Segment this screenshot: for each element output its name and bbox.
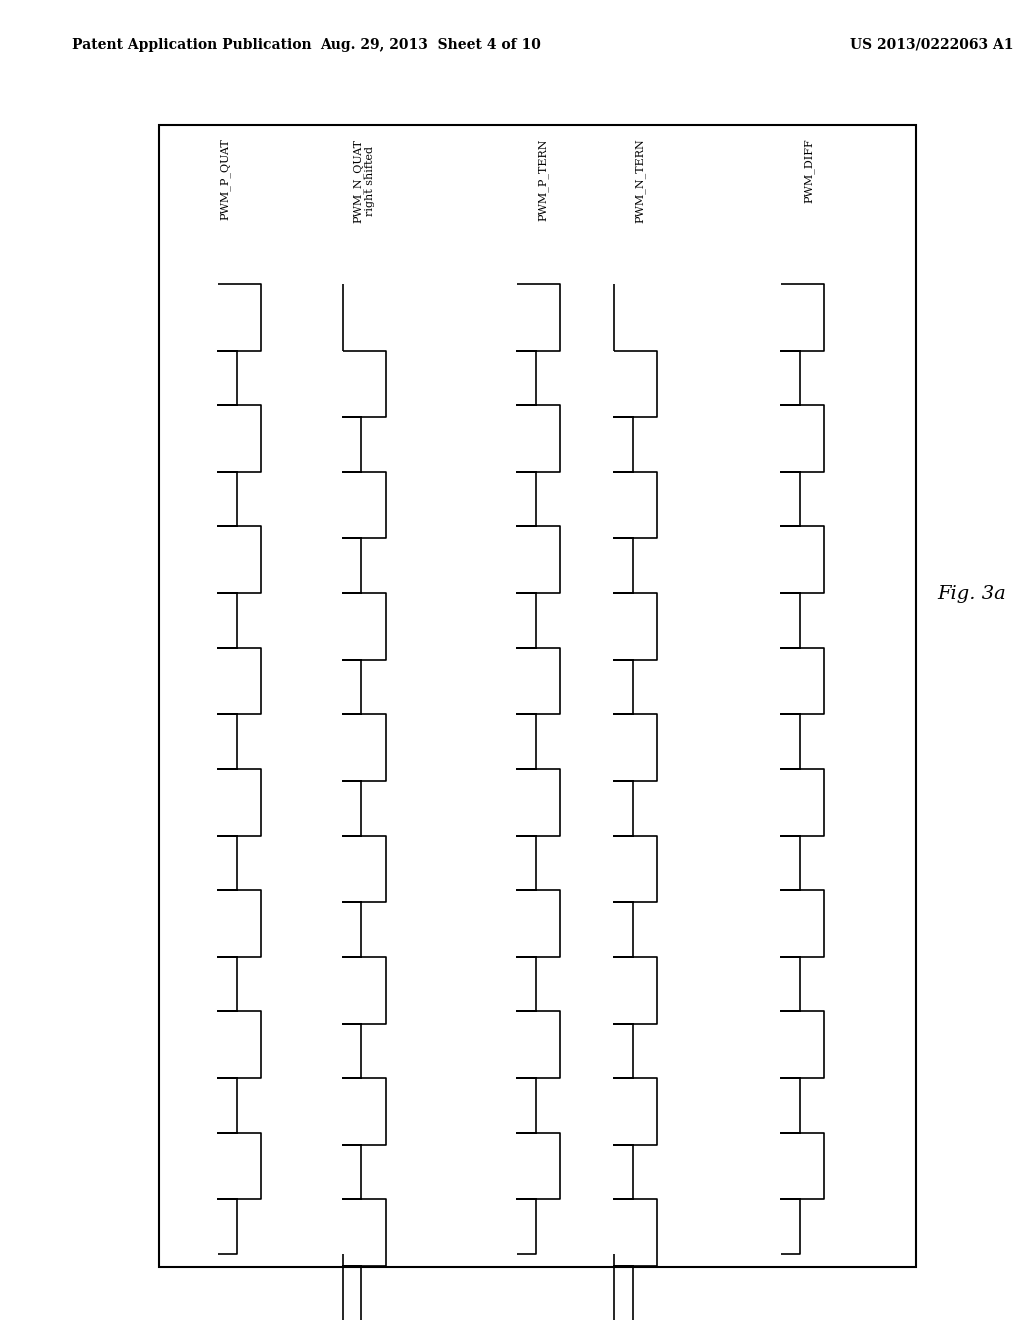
Text: Patent Application Publication: Patent Application Publication [72,38,311,51]
Text: PWM_N_QUAT
right shifted: PWM_N_QUAT right shifted [352,139,375,223]
Bar [159,125,916,1267]
Text: US 2013/0222063 A1: US 2013/0222063 A1 [850,38,1014,51]
Text: Fig. 3a: Fig. 3a [937,585,1006,603]
Text: PWM_DIFF: PWM_DIFF [804,139,814,203]
Text: PWM_N_TERN: PWM_N_TERN [635,139,645,223]
Text: Aug. 29, 2013  Sheet 4 of 10: Aug. 29, 2013 Sheet 4 of 10 [319,38,541,51]
Text: PWM_P_TERN: PWM_P_TERN [538,139,548,220]
Text: PWM_P_QUAT: PWM_P_QUAT [220,139,230,220]
